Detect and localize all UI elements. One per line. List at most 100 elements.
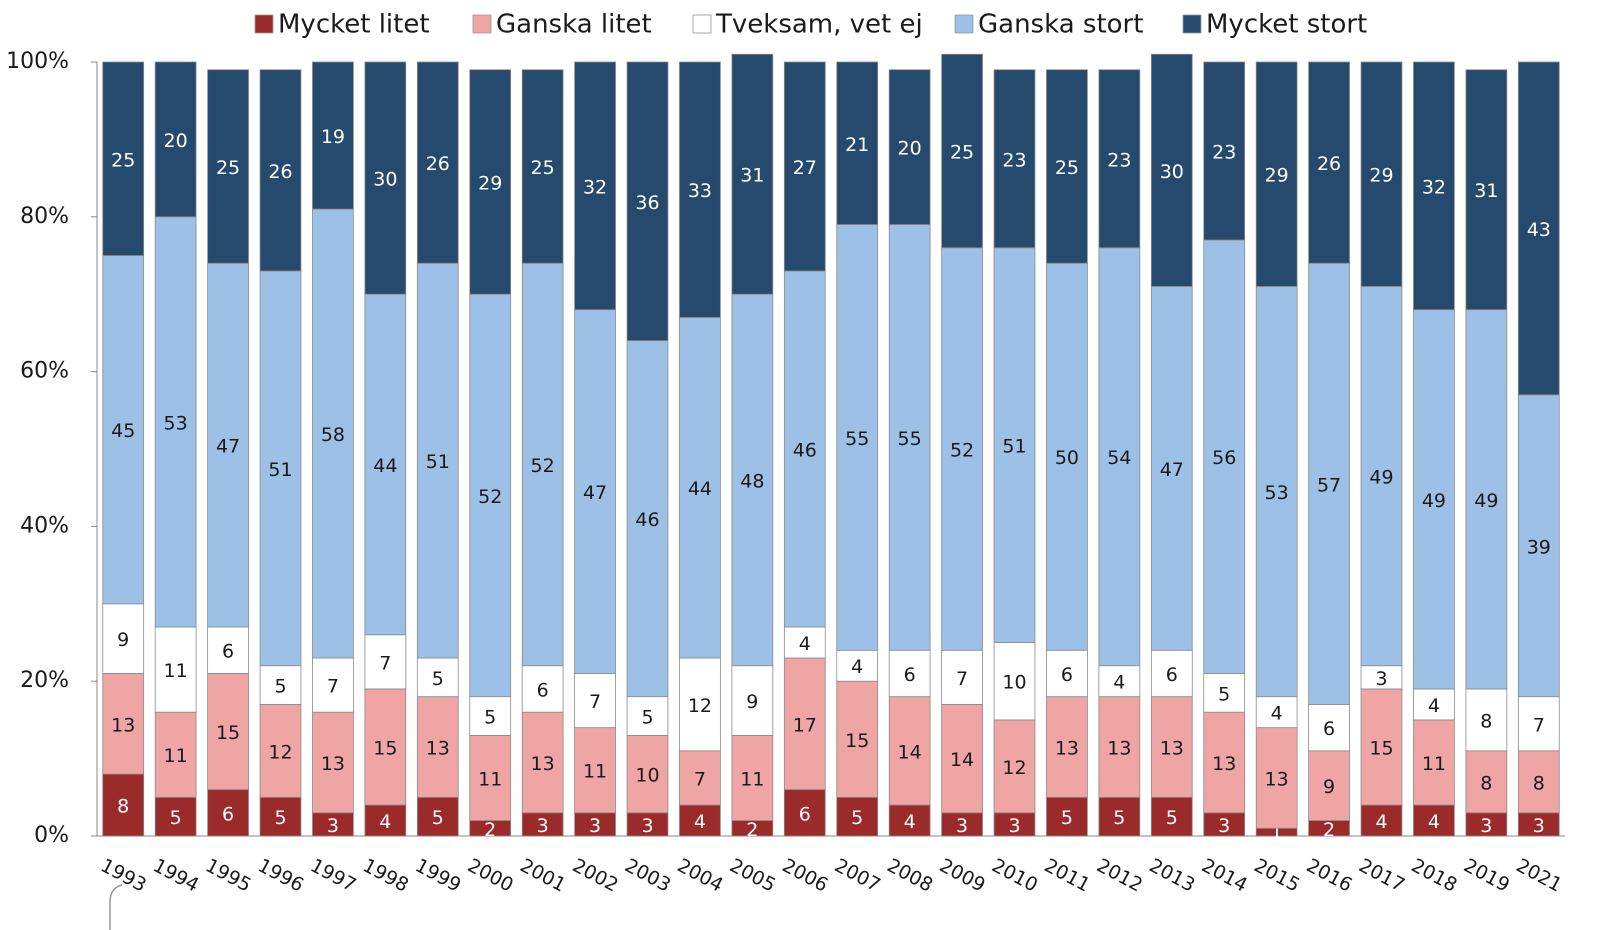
x-tick-label: 2021 bbox=[1513, 854, 1566, 896]
bar-segment bbox=[1255, 727, 1298, 829]
data-label: 17 bbox=[793, 714, 817, 736]
bar-segment bbox=[207, 69, 249, 264]
data-label: 52 bbox=[950, 440, 974, 462]
data-label: 26 bbox=[426, 153, 450, 175]
bar-segment bbox=[783, 61, 826, 272]
x-tick-label: 2003 bbox=[621, 854, 674, 896]
data-label: 27 bbox=[793, 157, 817, 179]
bar-segment bbox=[154, 216, 197, 628]
bar-segment bbox=[679, 61, 721, 318]
data-label: 52 bbox=[478, 486, 502, 508]
data-label: 56 bbox=[1212, 447, 1236, 469]
data-label: 7 bbox=[1533, 714, 1545, 736]
bar-segment bbox=[1098, 69, 1141, 249]
data-label: 11 bbox=[164, 745, 188, 767]
data-label: 5 bbox=[432, 807, 444, 829]
data-label: 19 bbox=[321, 126, 345, 148]
bar-segment bbox=[1203, 239, 1246, 674]
y-tick-label: 20% bbox=[20, 668, 69, 693]
bar-segment bbox=[364, 293, 407, 636]
bar-segment bbox=[469, 69, 512, 295]
data-label: 3 bbox=[641, 815, 653, 837]
data-label: 15 bbox=[1369, 737, 1393, 759]
data-label: 21 bbox=[845, 134, 869, 156]
bar-segment bbox=[1360, 61, 1403, 287]
bar-segment bbox=[521, 262, 564, 667]
x-tick-label: 2009 bbox=[936, 854, 989, 896]
bar-segment bbox=[1150, 286, 1193, 651]
x-tick-label: 2013 bbox=[1146, 854, 1199, 896]
bar-segment bbox=[1255, 61, 1298, 287]
data-label: 3 bbox=[1480, 815, 1492, 837]
bar-segment bbox=[416, 262, 459, 659]
bar-segment bbox=[1046, 69, 1088, 264]
data-label: 30 bbox=[1160, 161, 1184, 183]
bar-segment bbox=[1308, 61, 1350, 264]
data-label: 15 bbox=[845, 730, 869, 752]
x-tick-label: 1995 bbox=[202, 854, 255, 896]
data-label: 4 bbox=[379, 811, 391, 833]
bar-segment bbox=[993, 642, 1036, 721]
bar-segment bbox=[679, 657, 721, 752]
data-label: 11 bbox=[583, 761, 607, 783]
legend-swatch bbox=[472, 14, 492, 34]
legend-swatch bbox=[954, 14, 974, 34]
x-tick-label: 2015 bbox=[1250, 854, 1303, 896]
bar-segment bbox=[1255, 286, 1298, 698]
data-label: 9 bbox=[117, 629, 129, 651]
data-label: 44 bbox=[373, 455, 397, 477]
data-label: 5 bbox=[170, 807, 182, 829]
bar-segment bbox=[626, 340, 669, 698]
bar-segment bbox=[679, 804, 721, 837]
bar-segment bbox=[1046, 796, 1088, 837]
data-label: 13 bbox=[531, 753, 555, 775]
bar-segment bbox=[731, 665, 774, 736]
data-label: 47 bbox=[216, 436, 240, 458]
data-label: 4 bbox=[1375, 811, 1387, 833]
data-label: 49 bbox=[1369, 467, 1393, 489]
x-tick-label: 2004 bbox=[674, 854, 727, 896]
bar-segment bbox=[521, 711, 564, 814]
data-label: 7 bbox=[379, 652, 391, 674]
bar-segment bbox=[888, 696, 931, 806]
data-label: 26 bbox=[1317, 153, 1341, 175]
x-tick-label: 2000 bbox=[464, 854, 517, 896]
data-label: 13 bbox=[1160, 737, 1184, 759]
legend-swatch bbox=[254, 14, 274, 34]
data-label: 11 bbox=[164, 660, 188, 682]
bar-segment bbox=[574, 673, 616, 729]
data-label: 25 bbox=[531, 157, 555, 179]
data-label: 11 bbox=[740, 768, 764, 790]
data-label: 11 bbox=[1422, 753, 1446, 775]
data-label: 15 bbox=[373, 737, 397, 759]
y-tick-label: 80% bbox=[20, 204, 69, 229]
bar-segment bbox=[888, 224, 931, 651]
data-label: 54 bbox=[1107, 447, 1131, 469]
bar-segment bbox=[259, 270, 302, 667]
data-label: 51 bbox=[1002, 436, 1026, 458]
data-label: 3 bbox=[537, 815, 549, 837]
data-label: 3 bbox=[327, 815, 339, 837]
bar-segment bbox=[1098, 247, 1141, 667]
bar-segment bbox=[574, 309, 616, 674]
data-label: 47 bbox=[1160, 459, 1184, 481]
bar-segment bbox=[836, 796, 879, 837]
bar-segment bbox=[416, 696, 459, 798]
x-tick-label: 2005 bbox=[726, 854, 779, 896]
data-label: 48 bbox=[740, 470, 764, 492]
data-label: 2 bbox=[484, 819, 496, 841]
data-label: 31 bbox=[1474, 180, 1498, 202]
data-label: 5 bbox=[274, 807, 286, 829]
bar-segment bbox=[1098, 796, 1141, 837]
data-label: 13 bbox=[426, 737, 450, 759]
bar-segment bbox=[1098, 665, 1141, 698]
bar-segment bbox=[941, 704, 983, 814]
data-label: 46 bbox=[635, 509, 659, 531]
x-tick-label: 2019 bbox=[1460, 854, 1513, 896]
data-label: 49 bbox=[1474, 490, 1498, 512]
x-tick-label: 2001 bbox=[516, 854, 569, 896]
data-label: 11 bbox=[478, 768, 502, 790]
bar-segment bbox=[993, 69, 1036, 249]
bar-segment bbox=[1517, 394, 1560, 698]
data-label: 12 bbox=[688, 695, 712, 717]
